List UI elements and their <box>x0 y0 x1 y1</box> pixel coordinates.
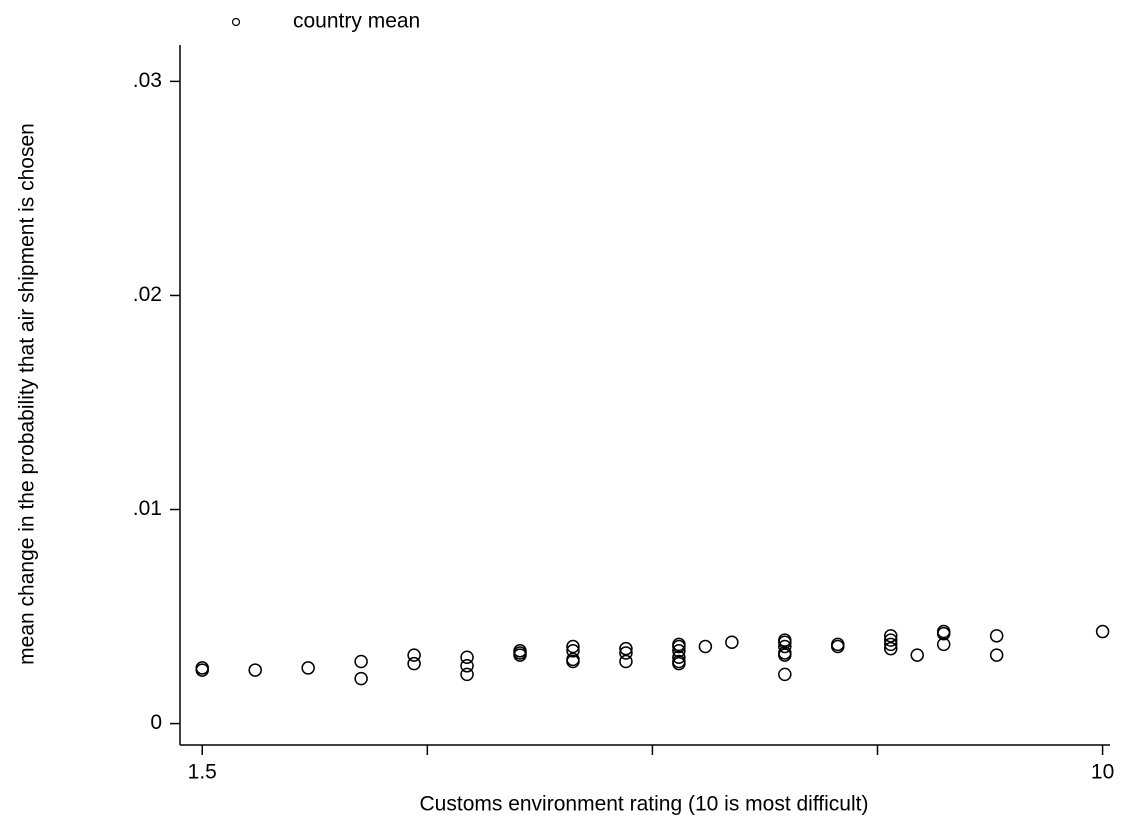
point <box>883 633 898 647</box>
point <box>460 667 474 682</box>
legend-marker <box>231 17 241 27</box>
point <box>301 661 315 675</box>
y-tick-label: .01 <box>133 497 162 520</box>
x-axis-title: Customs environment rating (10 is most d… <box>420 793 869 816</box>
y-tick-label: 0 <box>150 711 162 734</box>
y-axis-title: mean change in the probability that air … <box>16 123 39 665</box>
point <box>883 637 898 652</box>
point <box>566 654 580 669</box>
point <box>619 646 633 660</box>
point <box>831 639 845 654</box>
point <box>672 644 686 658</box>
y-tick-label: .02 <box>133 283 162 306</box>
point <box>778 667 792 682</box>
point <box>566 644 580 658</box>
x-tick-label: 1.5 <box>188 761 217 784</box>
point <box>910 648 924 662</box>
point <box>989 629 1004 643</box>
x-tick-label: 10 <box>1091 761 1114 784</box>
point <box>619 654 633 669</box>
point <box>778 635 792 649</box>
point <box>698 639 713 654</box>
point <box>460 650 474 664</box>
point <box>672 650 686 664</box>
point <box>778 648 792 662</box>
point <box>672 639 686 654</box>
legend-label: country mean <box>293 10 420 33</box>
point <box>725 635 739 649</box>
point <box>354 671 368 686</box>
point <box>883 629 898 643</box>
point <box>460 659 474 673</box>
point <box>936 626 951 641</box>
point <box>936 637 951 652</box>
point <box>672 656 686 671</box>
point <box>354 654 368 669</box>
point <box>407 648 421 662</box>
point <box>248 663 262 677</box>
point <box>195 663 209 677</box>
y-tick-label: .03 <box>133 69 162 92</box>
point <box>566 639 580 654</box>
point <box>778 639 792 654</box>
point <box>513 648 527 662</box>
point <box>883 641 898 656</box>
point <box>619 641 633 656</box>
point <box>1095 624 1110 639</box>
point <box>989 648 1004 662</box>
point <box>407 656 421 671</box>
